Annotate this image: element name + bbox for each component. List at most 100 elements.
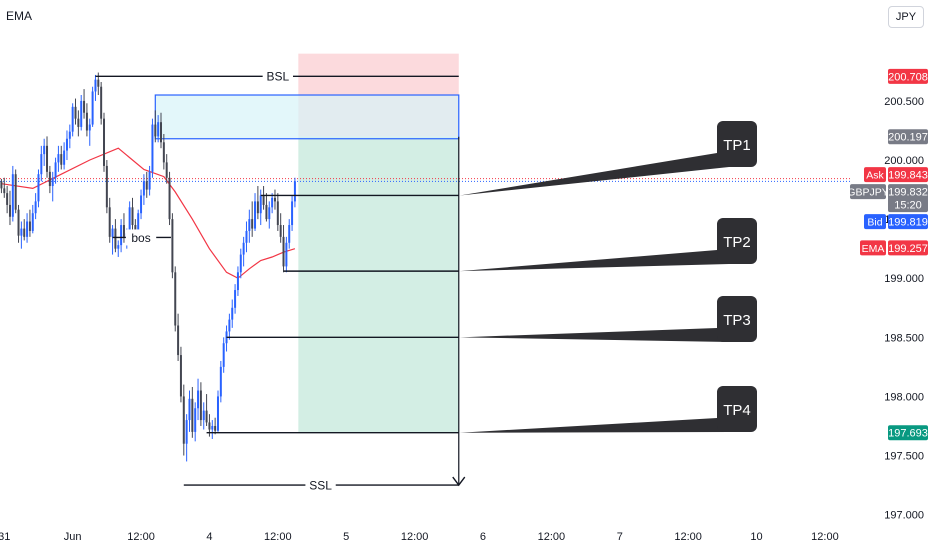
- candle: [103, 112, 106, 172]
- candle-body: [11, 174, 14, 217]
- bid-label-text: Bid: [867, 217, 882, 229]
- candle: [177, 313, 180, 361]
- candle: [251, 201, 254, 237]
- indicator-legend-label[interactable]: EMA: [6, 9, 33, 23]
- candle: [205, 394, 208, 426]
- ema-line: [1, 147, 296, 279]
- candle: [282, 225, 285, 273]
- price-tag-stop: 200.708: [888, 68, 928, 84]
- tp-callout-3: TP3: [459, 296, 757, 342]
- candle-body: [288, 225, 291, 243]
- candle-body: [137, 213, 140, 241]
- price-tag-target: 197.693: [888, 425, 928, 441]
- candle-body: [285, 242, 288, 267]
- candle: [105, 160, 108, 214]
- candle: [148, 165, 151, 196]
- candle: [165, 154, 168, 184]
- candle-body: [8, 204, 11, 217]
- candle-body: [273, 197, 276, 202]
- price-tag-last-countdown: 15:20: [894, 200, 922, 212]
- candle-body: [100, 86, 103, 119]
- candle: [228, 313, 231, 340]
- ssl-arrow-head: [452, 476, 466, 487]
- candle: [74, 98, 77, 125]
- candle-body: [242, 242, 245, 255]
- candle: [131, 197, 134, 231]
- candle-body: [182, 396, 185, 444]
- candle: [291, 195, 294, 231]
- candle: [236, 266, 239, 296]
- x-tick-label: 5: [343, 531, 349, 543]
- candle: [11, 165, 14, 222]
- candle-body: [251, 219, 254, 229]
- candle: [256, 186, 259, 220]
- candle: [37, 169, 40, 208]
- candle-body: [3, 188, 6, 194]
- candle: [216, 390, 219, 432]
- candle: [145, 171, 148, 198]
- candle: [179, 346, 182, 403]
- candle-body: [54, 162, 57, 178]
- candle-body: [34, 201, 37, 214]
- candle: [65, 130, 68, 161]
- ask-label-text: Ask: [866, 170, 884, 182]
- candle-body: [165, 162, 168, 178]
- price-tag-bid-bg: [888, 214, 928, 230]
- candle: [188, 390, 191, 432]
- candle: [111, 225, 114, 255]
- candle-body: [151, 124, 154, 172]
- candle-body: [91, 91, 94, 125]
- candle-body: [105, 165, 108, 208]
- ema-axis-label-bg: [860, 240, 886, 256]
- candle-body: [157, 122, 160, 137]
- candle-body: [85, 112, 88, 131]
- price-tag-ask-bg: [888, 167, 928, 183]
- symbol-label-text: GBPJPY: [847, 187, 888, 199]
- candle: [108, 197, 111, 243]
- candle-body: [202, 410, 205, 421]
- candle: [182, 384, 185, 456]
- candle: [199, 382, 202, 426]
- candle: [17, 204, 20, 243]
- candle-body: [80, 100, 83, 127]
- y-tick-label: 198.500: [884, 332, 924, 344]
- candle-body: [194, 408, 197, 432]
- candle: [26, 213, 29, 243]
- bid-label-bg: [864, 214, 886, 230]
- candle: [94, 74, 97, 101]
- symbol-label: GBPJPY: [847, 184, 889, 200]
- candle: [60, 145, 63, 170]
- candle-body: [211, 425, 214, 430]
- price-tag-stop-bg: [888, 68, 928, 84]
- candle: [271, 193, 274, 214]
- candle-body: [254, 201, 257, 229]
- candle-body: [140, 195, 143, 214]
- candle-body: [74, 106, 77, 119]
- candle: [276, 193, 279, 231]
- candle-body: [111, 228, 114, 237]
- candle: [140, 189, 143, 220]
- price-tag-bid: 199.819: [888, 214, 928, 230]
- candle: [293, 177, 296, 208]
- candle: [171, 213, 174, 279]
- candle-body: [6, 193, 9, 205]
- tp-callout-1: TP1: [459, 121, 757, 196]
- candle: [174, 266, 177, 332]
- candle-body: [114, 228, 117, 249]
- candle: [157, 115, 160, 143]
- candle: [211, 420, 214, 439]
- currency-selector[interactable]: JPY: [888, 6, 924, 28]
- candle: [279, 213, 282, 243]
- candle-body: [131, 207, 134, 226]
- candle-body: [228, 319, 231, 332]
- candle-body: [128, 207, 131, 234]
- tp-pointer: [459, 328, 729, 342]
- ema-axis-label-text: EMA: [862, 243, 885, 255]
- candle: [31, 204, 34, 234]
- x-tick-label: 12:00: [674, 531, 702, 543]
- candle: [20, 221, 23, 249]
- candle: [71, 103, 74, 137]
- candle: [248, 209, 251, 243]
